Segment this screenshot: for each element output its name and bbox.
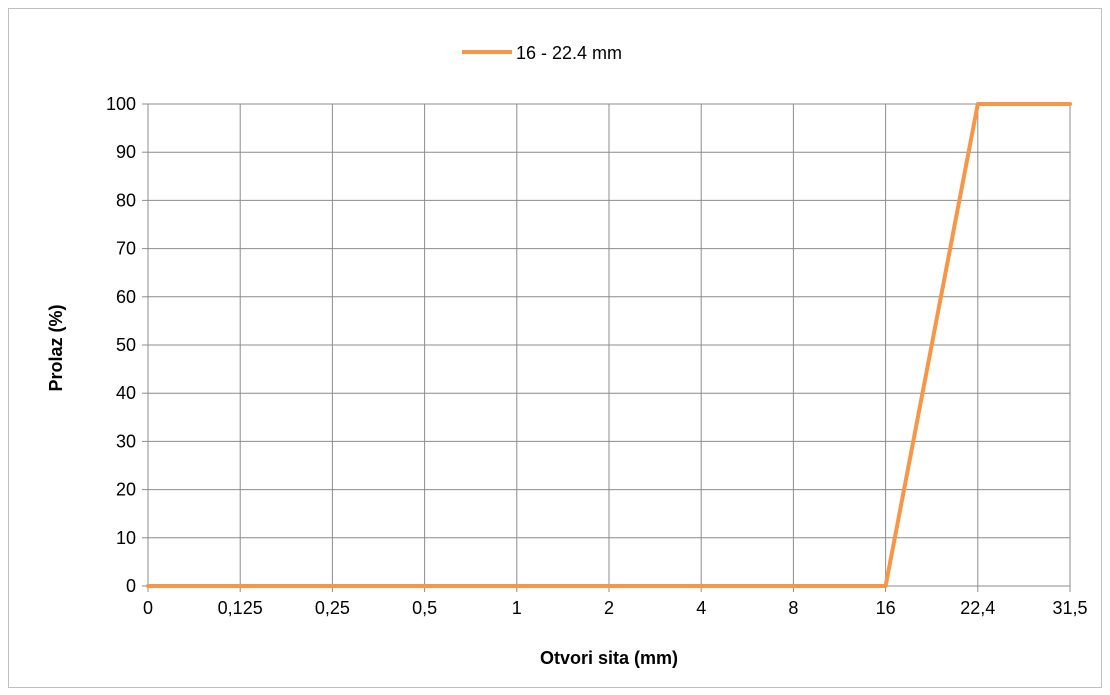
y-tick-label: 90 [116,142,136,162]
x-tick-label: 1 [512,598,522,618]
x-tick-labels: 0 0,125 0,25 0,5 1 2 4 8 16 22,4 31,5 [143,598,1088,618]
x-tick-label: 31,5 [1052,598,1087,618]
x-tick-label: 0,125 [218,598,263,618]
y-tick-label: 30 [116,431,136,451]
legend: 16 - 22.4 mm [462,43,622,63]
series-layer [146,102,1072,588]
x-tick-label: 0 [143,598,153,618]
y-tick-label: 100 [106,94,136,114]
grid [142,103,1071,592]
chart-frame [8,8,1102,688]
y-tick-label: 40 [116,383,136,403]
y-tick-label: 80 [116,190,136,210]
series-line [146,102,1072,588]
x-tick-label: 8 [788,598,798,618]
x-tick-label: 0,25 [315,598,350,618]
y-tick-label: 60 [116,287,136,307]
y-tick-label: 10 [116,528,136,548]
x-axis-title: Otvori sita (mm) [540,648,678,668]
legend-label: 16 - 22.4 mm [516,43,622,63]
x-tick-label: 4 [696,598,706,618]
x-tick-label: 16 [876,598,896,618]
x-tick-label: 0,5 [412,598,437,618]
y-axis-title: Prolaz (%) [46,304,66,391]
y-tick-label: 0 [126,576,136,596]
y-tick-label: 20 [116,480,136,500]
y-tick-label: 70 [116,239,136,259]
y-tick-label: 50 [116,335,136,355]
y-tick-labels: 0 10 20 30 40 50 60 70 80 90 100 [106,94,136,596]
x-tick-label: 22,4 [960,598,995,618]
x-tick-label: 2 [604,598,614,618]
